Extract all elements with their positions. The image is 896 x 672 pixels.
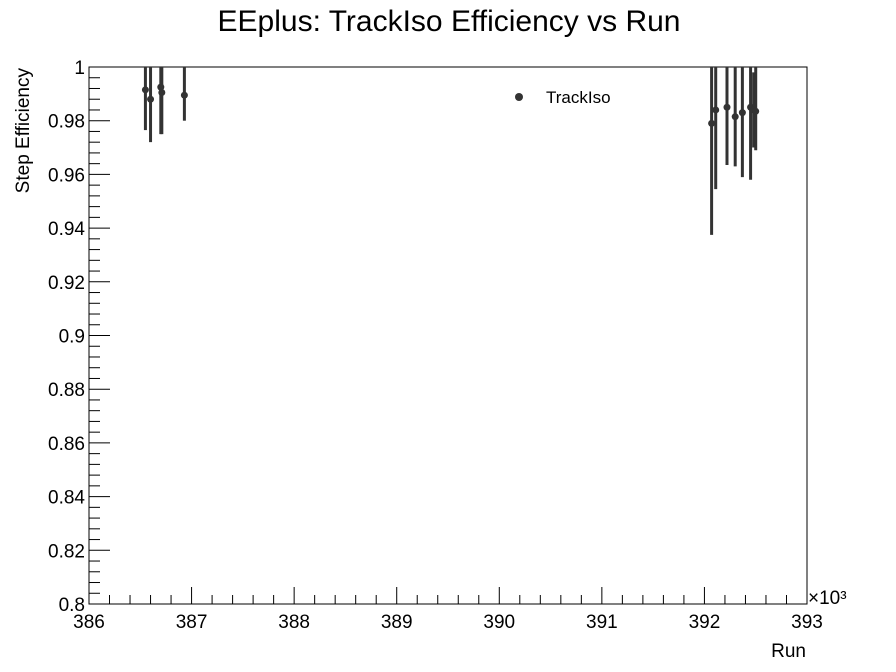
x-tick-label: 391 bbox=[586, 612, 618, 633]
data-point bbox=[731, 113, 739, 121]
x-tick-label: 390 bbox=[483, 612, 515, 633]
y-tick-label: 0.88 bbox=[48, 380, 85, 401]
y-axis-title: Step Efficiency bbox=[13, 68, 34, 194]
x-tick-label: 388 bbox=[278, 612, 310, 633]
data-point bbox=[141, 86, 149, 94]
x-tick-label: 389 bbox=[381, 612, 413, 633]
data-point bbox=[712, 106, 720, 114]
x-tick-label: 393 bbox=[791, 612, 823, 633]
x-axis-multiplier: ×10³ bbox=[808, 588, 847, 609]
y-tick-label: 0.86 bbox=[48, 434, 85, 455]
plot-frame bbox=[88, 66, 808, 605]
legend-label: TrackIso bbox=[546, 88, 611, 107]
y-tick-label: 1 bbox=[74, 58, 85, 79]
x-tick-label: 386 bbox=[73, 612, 105, 633]
legend: TrackIso bbox=[515, 88, 611, 107]
data-point bbox=[752, 107, 760, 115]
data-point bbox=[180, 91, 188, 99]
x-tick-label: 392 bbox=[689, 612, 721, 633]
x-axis-ticks bbox=[88, 587, 808, 604]
data-point bbox=[158, 89, 166, 97]
y-tick-label: 0.9 bbox=[59, 327, 85, 348]
y-tick-label: 0.96 bbox=[48, 165, 85, 186]
y-tick-label: 0.92 bbox=[48, 273, 85, 294]
x-axis-tick-labels: 386 387 388 389 390 391 392 393 bbox=[73, 612, 823, 633]
y-tick-label: 0.82 bbox=[48, 541, 85, 562]
legend-marker bbox=[515, 93, 523, 101]
data-points bbox=[141, 67, 760, 235]
chart-title: EEplus: TrackIso Efficiency vs Run bbox=[218, 5, 681, 38]
y-axis-ticks bbox=[89, 66, 110, 605]
data-point bbox=[708, 119, 716, 127]
x-axis-title: Run bbox=[771, 641, 806, 662]
x-tick-label: 387 bbox=[176, 612, 208, 633]
y-tick-label: 0.8 bbox=[59, 595, 85, 616]
y-axis-tick-labels: 0.8 0.82 0.84 0.86 0.88 0.9 0.92 0.94 0.96 0.98 1 bbox=[48, 58, 85, 616]
y-tick-label: 0.94 bbox=[48, 219, 85, 240]
data-point bbox=[147, 95, 155, 103]
data-point bbox=[723, 103, 731, 111]
y-tick-label: 0.98 bbox=[48, 112, 85, 133]
y-tick-label: 0.84 bbox=[48, 488, 85, 509]
data-point bbox=[738, 109, 746, 117]
